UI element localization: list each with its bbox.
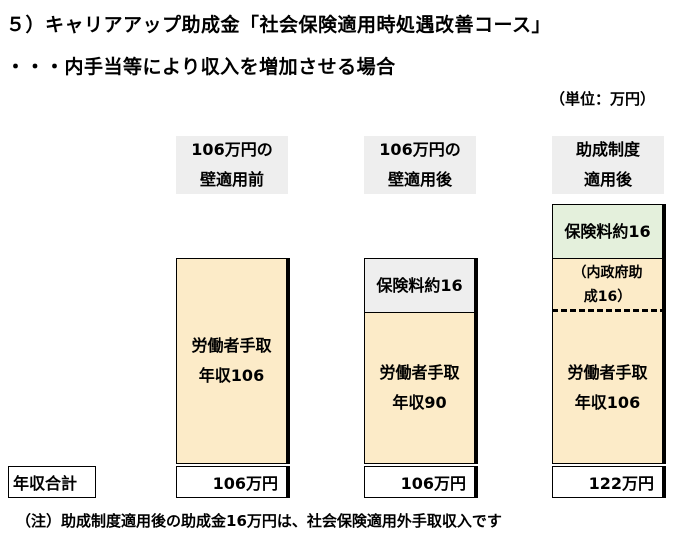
column-3-worker-block: 労働者手取 年収106 xyxy=(552,312,666,464)
column-3-premium-label: 保険料約16 xyxy=(564,221,651,241)
column-3-header-line-2: 適用後 xyxy=(583,170,632,189)
footnote: （注）助成制度適用後の助成金16万円は、社会保険適用外手取収入です xyxy=(16,512,502,530)
column-1-worker-line-1: 労働者手取 xyxy=(191,336,272,355)
column-2-worker-line-2: 年収90 xyxy=(392,393,447,412)
page-subtitle: ・・・内手当等により収入を増加させる場合 xyxy=(6,56,396,78)
column-2-total: 106万円 xyxy=(364,466,478,498)
column-1-total: 106万円 xyxy=(176,466,290,498)
column-3-header-line-1: 助成制度 xyxy=(575,140,640,159)
column-3-premium-block: 保険料約16 xyxy=(552,204,666,258)
column-2-header-line-1: 106万円の xyxy=(379,140,461,159)
column-2-worker-block: 労働者手取 年収90 xyxy=(364,312,478,464)
column-1-header-line-1: 106万円の xyxy=(191,140,273,159)
column-3-total: 122万円 xyxy=(552,466,666,498)
column-3-subsidy-line-2: 成16） xyxy=(583,289,632,305)
column-3-header: 助成制度 適用後 xyxy=(552,136,664,194)
column-1-worker-line-2: 年収106 xyxy=(198,366,265,385)
column-1-header-line-2: 壁適用前 xyxy=(199,170,264,189)
column-2-worker-line-1: 労働者手取 xyxy=(379,363,460,382)
column-3-worker-line-2: 年収106 xyxy=(574,392,641,412)
page-title: ５）キャリアアップ助成金「社会保険適用時処遇改善コース」 xyxy=(6,14,552,36)
column-2-premium-label: 保険料約16 xyxy=(376,275,463,295)
column-2-header: 106万円の 壁適用後 xyxy=(364,136,476,194)
column-2-premium-block: 保険料約16 xyxy=(364,258,478,312)
annual-income-total-label: 年収合計 xyxy=(8,466,96,498)
column-1-header: 106万円の 壁適用前 xyxy=(176,136,288,194)
unit-label: （単位：万円） xyxy=(550,90,656,108)
column-3-subsidy-block: （内政府助 成16） xyxy=(552,258,666,312)
column-3-worker-line-1: 労働者手取 xyxy=(567,362,648,382)
column-1-worker-block: 労働者手取 年収106 xyxy=(176,258,290,464)
column-3-subsidy-line-1: （内政府助 xyxy=(572,265,643,281)
column-2-header-line-2: 壁適用後 xyxy=(387,170,452,189)
